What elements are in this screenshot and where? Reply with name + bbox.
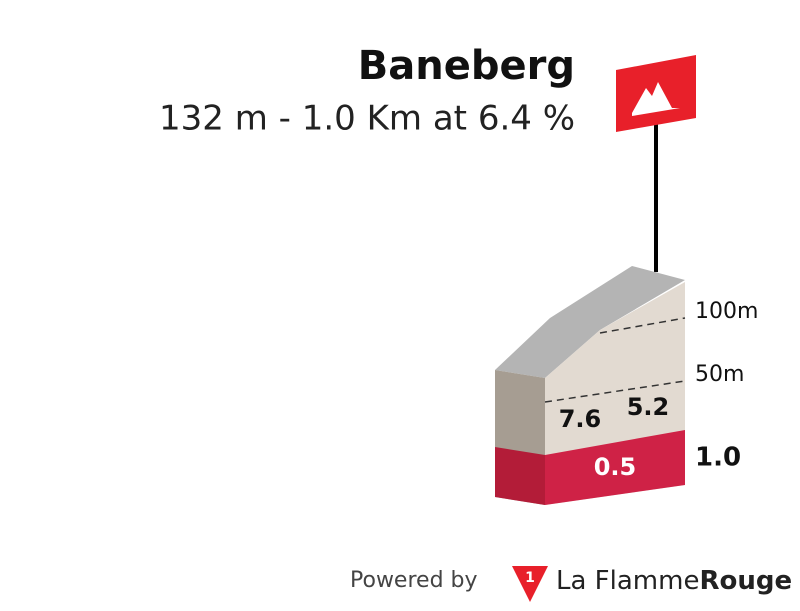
elevation-label: 100m <box>695 299 758 324</box>
logo <box>512 566 548 602</box>
title: Baneberg <box>358 43 575 89</box>
profile-top <box>495 266 685 378</box>
base-side <box>495 447 545 505</box>
gradient-label: 7.6 <box>559 405 602 433</box>
brand: La Flamme <box>556 566 699 596</box>
subtitle: 132 m - 1.0 Km at 6.4 % <box>159 99 575 139</box>
base-front <box>545 430 685 505</box>
gradient-label: 5.2 <box>627 393 670 421</box>
footer-prefix: Powered by <box>350 568 478 593</box>
logo-mark: 1 <box>525 570 535 586</box>
elevation-label: 50m <box>695 362 744 387</box>
flag-icon <box>632 82 680 116</box>
elevation-line <box>599 317 686 334</box>
brand-bold: Rouge <box>699 566 792 596</box>
distance-label: 0.5 <box>594 453 637 481</box>
footer-brand: La FlammeRouge <box>556 566 792 596</box>
distance-label: 1.0 <box>695 443 741 473</box>
